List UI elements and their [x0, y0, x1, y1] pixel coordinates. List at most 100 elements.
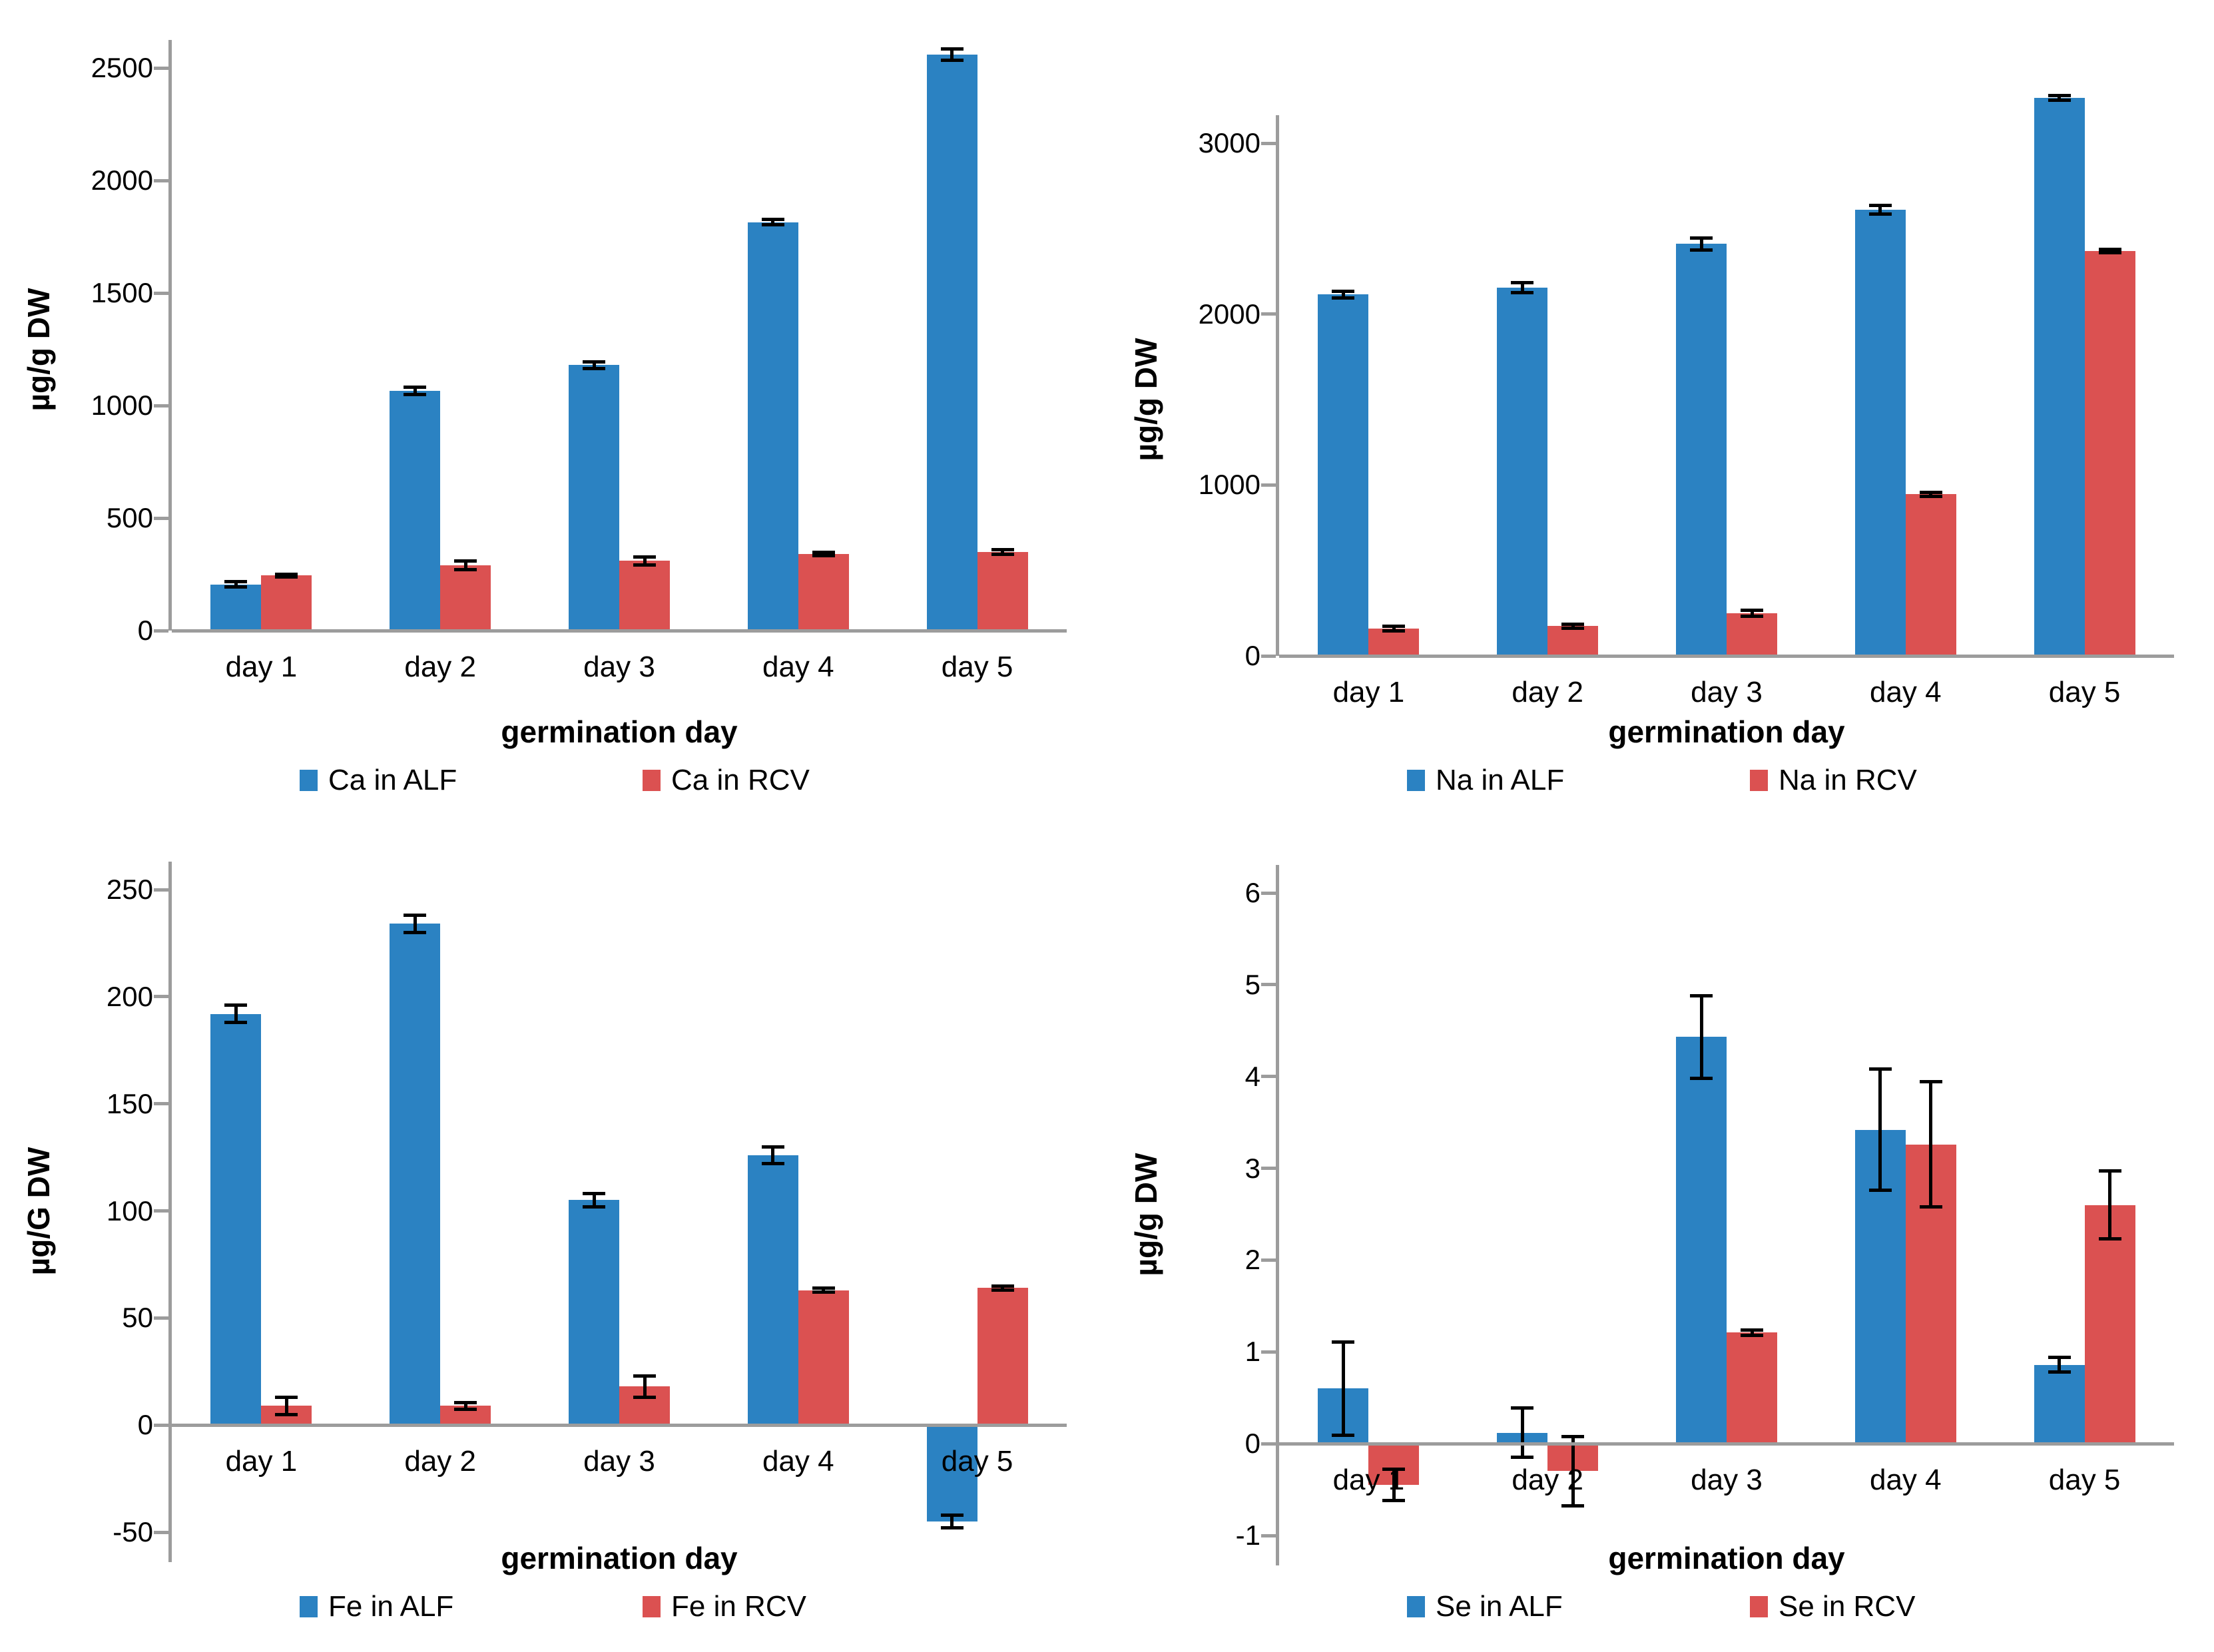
error-bar-cap — [1868, 1189, 1892, 1193]
error-bar-line — [463, 561, 467, 570]
bar-ca-rcv-day5 — [977, 551, 1028, 631]
error-bar-cap — [991, 547, 1014, 551]
category-label: day 5 — [941, 1445, 1013, 1478]
y-tick-mark — [1261, 141, 1276, 145]
error-bar-line — [1392, 1469, 1396, 1501]
error-bar-cap — [761, 217, 784, 221]
error-bar-line — [2108, 1171, 2112, 1239]
y-tick-mark — [154, 629, 168, 633]
legend-label-alf: Se in ALF — [1436, 1590, 1563, 1623]
error-bar-cap — [224, 580, 248, 584]
error-bar-cap — [812, 1290, 835, 1294]
bar-ca-alf-day3 — [569, 365, 619, 631]
category-label: day 1 — [1332, 676, 1405, 708]
plot-area-fe: day 1 day 2 day 3 day 4 day 5 -50 0 50 100 150 200… — [0, 826, 1107, 1652]
y-tick-mark — [1261, 312, 1276, 316]
y-tick-mark — [154, 1102, 168, 1106]
bar-se-alf-day5 — [2034, 1364, 2085, 1444]
y-tick-mark — [154, 66, 168, 70]
legend-swatch-alf — [1407, 1596, 1425, 1617]
bar-fe-rcv-day4 — [798, 1290, 849, 1426]
y-axis-line — [1276, 865, 1279, 1565]
error-bar-cap — [1868, 204, 1892, 208]
y-axis-line — [168, 862, 172, 1562]
y-tick-label: 1500 — [91, 277, 153, 308]
error-bar-cap — [275, 575, 298, 579]
error-bar-line — [592, 1193, 596, 1207]
error-bar-cap — [991, 552, 1014, 556]
error-bar-line — [1520, 1408, 1524, 1458]
y-tick-label: 200 — [106, 980, 153, 1012]
legend-item-alf: Se in ALF — [1407, 1585, 1563, 1628]
y-tick-label: 1000 — [1198, 469, 1260, 501]
category-label: day 1 — [225, 651, 298, 683]
error-bar-line — [1750, 610, 1754, 617]
legend-label-rcv: Fe in RCV — [671, 1590, 806, 1623]
error-bar-line — [643, 1376, 647, 1398]
legend-swatch-rcv — [1750, 1596, 1768, 1617]
error-bar-cap — [761, 1145, 784, 1149]
error-bar-cap — [1690, 1076, 1713, 1080]
error-bar-line — [284, 1397, 288, 1415]
chart-panel-se: day 1 day 2 day 3 day 4 day 5 -1 0 1 2 3 4 5 6 µg/g … — [1107, 826, 2214, 1652]
y-tick-mark — [1261, 1442, 1276, 1446]
category-label: day 3 — [1691, 1464, 1763, 1497]
bar-se-rcv-day3 — [1727, 1332, 1777, 1444]
error-bar-cap — [275, 1412, 298, 1416]
bar-se-alf-day3 — [1676, 1037, 1727, 1444]
bar-fe-alf-day5 — [926, 1425, 977, 1521]
y-tick-label: 0 — [137, 615, 153, 646]
y-tick-mark — [154, 291, 168, 295]
bar-ca-alf-day5 — [926, 54, 977, 631]
error-bar-cap — [1332, 296, 1355, 300]
legend-item-rcv: Se in RCV — [1750, 1585, 1915, 1628]
category-label: day 4 — [1869, 1464, 1942, 1497]
error-bar-cap — [404, 392, 427, 396]
error-bar-cap — [1511, 1456, 1534, 1460]
y-axis-title: µg/g DW — [1129, 338, 1163, 461]
error-bar-cap — [1741, 614, 1763, 618]
error-bar-cap — [761, 1162, 784, 1166]
error-bar-line — [1392, 626, 1396, 631]
error-bar-cap — [583, 1205, 605, 1209]
y-tick-mark — [154, 1530, 168, 1534]
error-bar-line — [2058, 95, 2062, 101]
error-bar-line — [1699, 995, 1703, 1079]
error-bar-cap — [224, 585, 248, 589]
error-bar-cap — [812, 1286, 835, 1290]
legend-item-rcv: Fe in RCV — [643, 1585, 806, 1628]
error-bar-cap — [1332, 289, 1355, 293]
error-bar-line — [463, 1402, 467, 1410]
y-tick-label: 2500 — [91, 52, 153, 83]
x-axis-title: germination day — [1608, 1541, 1845, 1575]
category-label: day 2 — [1512, 676, 1583, 708]
error-bar-cap — [583, 366, 605, 370]
error-bar-cap — [2098, 1169, 2121, 1173]
bar-ca-rcv-day3 — [619, 561, 670, 631]
y-tick-mark — [1261, 983, 1276, 987]
chart-panel-fe: day 1 day 2 day 3 day 4 day 5 -50 0 50 100 150 200… — [0, 826, 1107, 1652]
error-bar-line — [950, 1515, 954, 1528]
error-bar-cap — [1561, 626, 1585, 630]
error-bar-cap — [454, 568, 477, 572]
error-bar-cap — [633, 1395, 656, 1399]
error-bar-line — [1001, 549, 1005, 555]
legend-label-rcv: Se in RCV — [1779, 1590, 1916, 1623]
error-bar-line — [413, 915, 417, 933]
y-tick-label: 2000 — [1198, 298, 1260, 330]
error-bar-cap — [1511, 280, 1534, 284]
error-bar-cap — [1382, 1468, 1406, 1472]
error-bar-cap — [633, 563, 656, 567]
error-bar-cap — [454, 1407, 477, 1411]
bar-ca-rcv-day1 — [261, 575, 312, 631]
bar-ca-alf-day2 — [390, 391, 441, 631]
error-bar-line — [1571, 1436, 1575, 1506]
error-bar-cap — [1511, 1406, 1534, 1410]
error-bar-cap — [991, 1284, 1014, 1288]
bar-fe-alf-day2 — [390, 924, 441, 1426]
error-bar-line — [1699, 238, 1703, 250]
legend-item-alf: Ca in ALF — [300, 759, 457, 802]
error-bar-cap — [1382, 1499, 1406, 1503]
category-label: day 4 — [1869, 676, 1942, 708]
